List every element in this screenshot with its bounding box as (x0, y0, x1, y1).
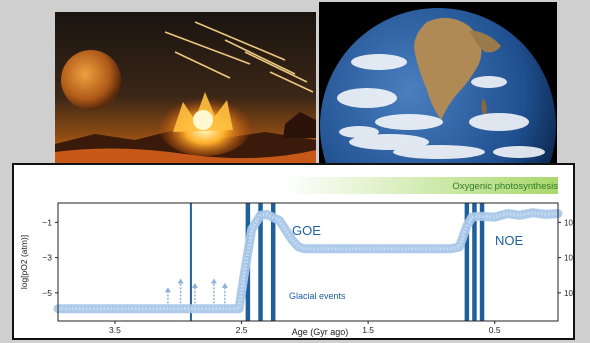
oxygen-whiff-arrowhead (221, 282, 228, 288)
x-tick-label: 2.5 (236, 325, 248, 335)
y-tick-label: −1 (42, 217, 52, 227)
glacial-events-annotation: Glacial events (289, 291, 346, 301)
oxygen-curve-texture (58, 211, 559, 311)
photosynthesis-label: Oxygenic photosynthesis (452, 181, 558, 192)
chart-svg: Oxygenic photosynthesis 3.5 2.5 1.5 0.5 −1−… (19, 177, 573, 337)
x-tick-label: 1.5 (362, 325, 374, 335)
goe-annotation: GOE (292, 223, 321, 238)
x-axis: 3.5 2.5 1.5 0.5 (109, 321, 501, 335)
y-axis-label: log[pO2 (atm)] (19, 235, 29, 289)
oxygen-whiff-arrowhead (177, 278, 184, 284)
oxygen-whiffs-layer (164, 278, 228, 304)
oxygen-whiff-arrowhead (191, 282, 198, 288)
oxygen-curve-layer (53, 208, 563, 314)
noe-annotation: NOE (495, 233, 524, 248)
y-right-tick-label: 10⁻² (564, 254, 573, 263)
x-tick-label: 3.5 (109, 325, 121, 335)
y-right-tick-label: 10⁰ (564, 218, 573, 227)
y-axis-right: 10⁰ 10⁻² 10⁻⁴ (558, 218, 573, 298)
oxygen-whiff-arrowhead (210, 278, 217, 284)
asteroid-impact-illustration (55, 12, 316, 164)
y-right-tick-label: 10⁻⁴ (564, 289, 573, 298)
photosynthesis-banner (58, 177, 558, 194)
glacial-events-layer (189, 203, 485, 321)
plot-frame (57, 202, 559, 322)
y-axis-left: −1 −3 −5 (42, 217, 58, 298)
oxygen-whiff-arrowhead (164, 287, 171, 293)
x-tick-label: 0.5 (489, 325, 501, 335)
y-tick-label: −3 (42, 253, 52, 263)
y-tick-label: −5 (42, 288, 52, 298)
earth-photo (319, 2, 557, 165)
oxygen-history-chart: Oxygenic photosynthesis 3.5 2.5 1.5 0.5 −1−… (12, 163, 575, 340)
x-axis-label: Age (Gyr ago) (292, 327, 349, 337)
